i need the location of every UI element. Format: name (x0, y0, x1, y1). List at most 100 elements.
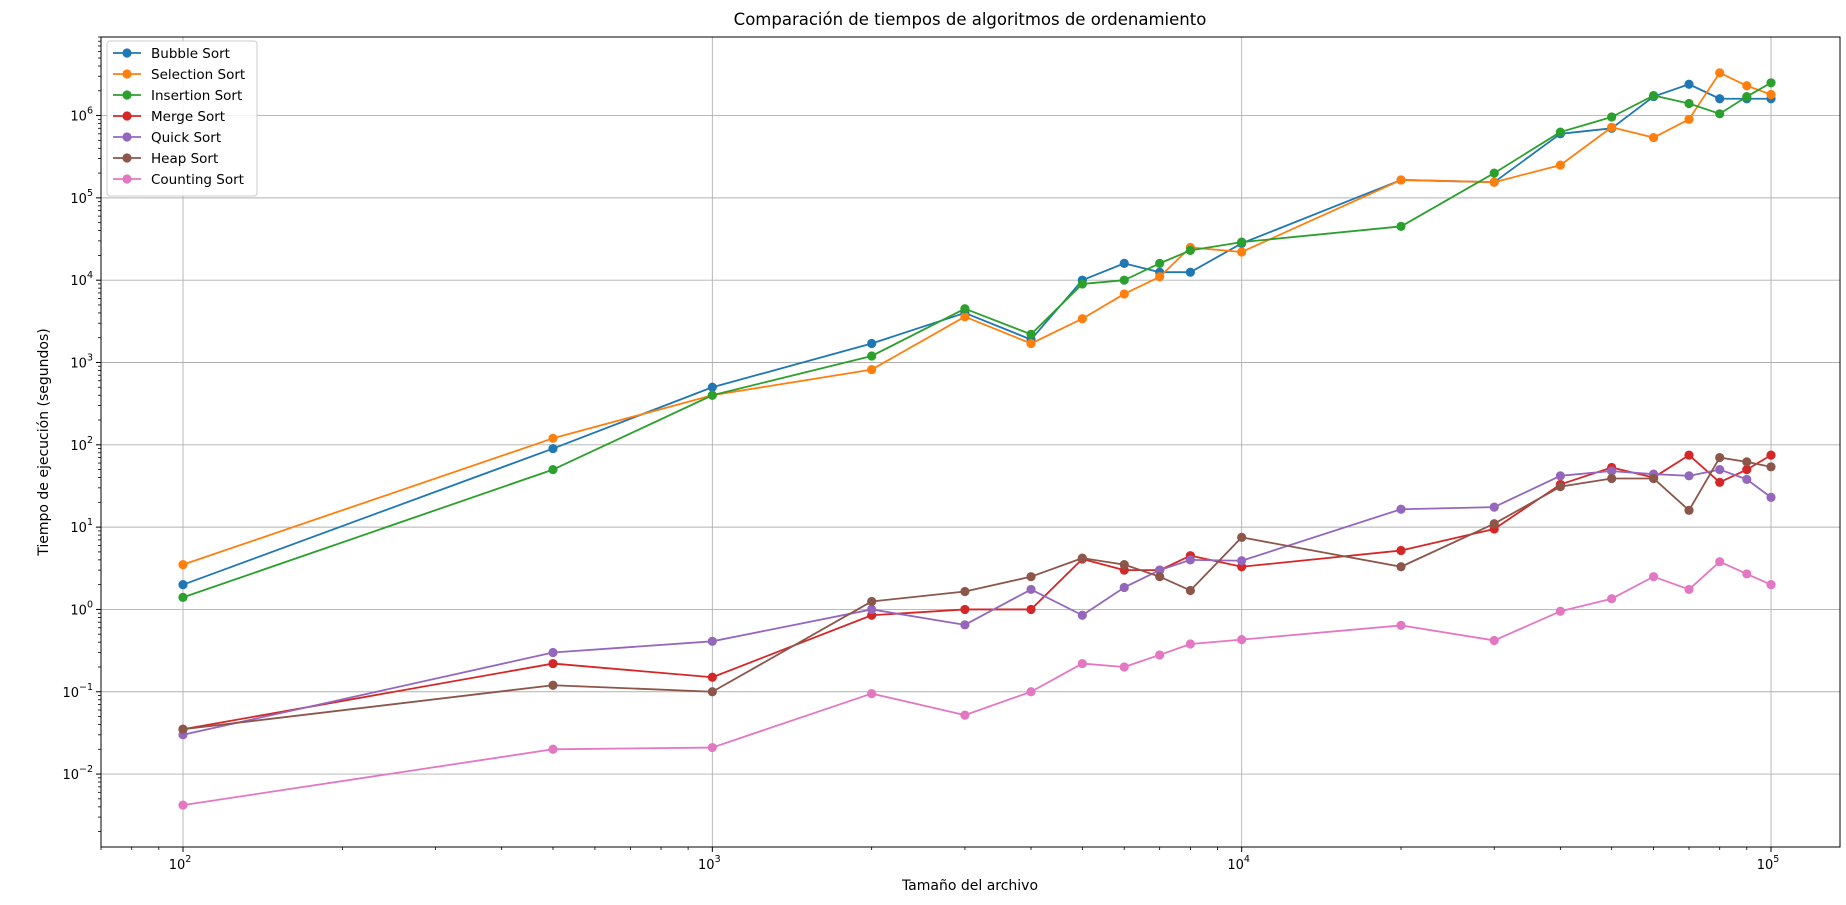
legend-entry-counting-sort: Counting Sort (113, 172, 244, 188)
y-tick-label-exponent: −2 (79, 764, 93, 775)
y-tick-label: 10−1 (62, 682, 93, 701)
y-tick-label-exponent: −1 (79, 682, 93, 693)
counting-sort-point (1155, 650, 1165, 660)
quick-sort-point (1026, 584, 1036, 595)
y-tick-label: 104 (70, 270, 93, 289)
y-tick-label: 106 (70, 106, 93, 125)
selection-sort-point (1026, 338, 1036, 349)
insertion-sort-point (548, 464, 558, 475)
counting-sort-line (182, 560, 1772, 806)
legend-box (106, 40, 258, 197)
chart-title: Comparación de tiempos de algoritmos de … (734, 10, 1207, 29)
insertion-sort-point (1237, 237, 1247, 247)
x-axis-label: Tamaño del archivo (901, 878, 1038, 894)
legend-swatch-marker (122, 48, 132, 58)
counting-sort-point (1766, 580, 1776, 590)
x-tick-label-base: 10 (169, 858, 186, 873)
selection-sort-point (1607, 122, 1617, 132)
selection-sort-point (1648, 132, 1659, 143)
bubble-sort-point (707, 382, 717, 392)
insertion-sort-point (1648, 90, 1659, 101)
selection-sort-point (867, 364, 877, 375)
quick-sort-point (1489, 502, 1499, 512)
y-tick-label: 103 (70, 352, 93, 371)
legend-label: Insertion Sort (151, 88, 242, 104)
y-tick-label-exponent: 5 (87, 188, 93, 199)
y-tick-label-base: 10 (70, 439, 87, 454)
insertion-sort-point (1077, 279, 1087, 289)
heap-sort-point (178, 724, 188, 734)
y-axis-label: Tiempo de ejecución (segundos) (36, 328, 52, 557)
counting-sort-point (1119, 662, 1129, 672)
counting-sort-point (1026, 687, 1036, 697)
series-selection-sort (178, 68, 1776, 570)
merge-sort-point (960, 604, 970, 615)
merge-sort-point (1766, 450, 1776, 460)
selection-sort-point (1155, 272, 1165, 282)
y-tick-label-base: 10 (70, 110, 87, 125)
x-tick-label-base: 10 (698, 858, 715, 873)
insertion-sort-point (1684, 98, 1694, 109)
y-tick-label: 100 (70, 599, 93, 618)
merge-sort-point (1715, 477, 1725, 487)
legend-swatch-marker (122, 69, 132, 79)
insertion-sort-point (1766, 78, 1776, 88)
plot-background (101, 37, 1840, 847)
legend-entry-insertion-sort: Insertion Sort (113, 88, 242, 104)
insertion-sort-point (867, 351, 877, 361)
insertion-sort-point (1185, 245, 1195, 256)
y-tick-label: 105 (70, 188, 93, 207)
quick-sort-point (1607, 466, 1617, 476)
insertion-sort-point (1489, 168, 1499, 178)
legend-label: Heap Sort (151, 151, 218, 167)
series-counting-sort (178, 557, 1776, 810)
heap-sort-point (1607, 473, 1617, 484)
selection-sort-point (1396, 175, 1406, 185)
quick-sort-point (1237, 556, 1247, 566)
heap-sort-point (707, 687, 717, 697)
axes: 102 103 104 10510−210−110010110210310410510… (62, 36, 1780, 873)
x-tick-label: 102 (169, 854, 192, 873)
counting-sort-point (1185, 639, 1195, 649)
heap-sort-point (1396, 562, 1406, 572)
insertion-sort-point (1555, 127, 1565, 137)
quick-sort-point (867, 604, 877, 615)
counting-sort-point (178, 800, 188, 810)
plot-area (100, 36, 1841, 848)
legend-entry-quick-sort: Quick Sort (113, 130, 221, 146)
insertion-sort-point (1119, 275, 1129, 285)
heap-sort-point (1766, 462, 1776, 472)
quick-sort-line (182, 468, 1772, 736)
y-tick-label-base: 10 (70, 521, 87, 536)
selection-sort-point (1684, 114, 1694, 124)
series-layer (178, 68, 1776, 810)
bubble-sort-point (1715, 94, 1725, 104)
y-tick-label-exponent: 0 (87, 599, 93, 610)
bubble-sort-line (182, 83, 1772, 586)
bubble-sort-point (548, 443, 558, 454)
y-tick-label: 10−2 (62, 764, 93, 783)
merge-sort-point (548, 658, 558, 669)
legend-label: Counting Sort (151, 172, 244, 188)
heap-sort-point (1077, 553, 1087, 563)
x-tick-label: 105 (1757, 854, 1780, 873)
quick-sort-point (1185, 555, 1195, 565)
y-tick-label-exponent: 1 (87, 517, 93, 528)
legend-entry-selection-sort: Selection Sort (113, 67, 245, 83)
quick-sort-point (1155, 565, 1165, 575)
series-quick-sort (178, 464, 1776, 740)
quick-sort-point (1077, 610, 1087, 620)
insertion-sort-point (960, 304, 970, 314)
heap-sort-point (1185, 585, 1195, 596)
heap-sort-point (867, 596, 877, 607)
counting-sort-point (1742, 569, 1752, 579)
y-tick-label: 101 (70, 517, 93, 536)
quick-sort-point (1555, 471, 1565, 481)
heap-sort-point (1684, 505, 1694, 515)
selection-sort-point (548, 433, 558, 443)
counting-sort-point (1489, 635, 1499, 646)
heap-sort-point (1489, 519, 1499, 529)
counting-sort-point (1648, 572, 1659, 582)
legend-label: Selection Sort (151, 67, 245, 83)
